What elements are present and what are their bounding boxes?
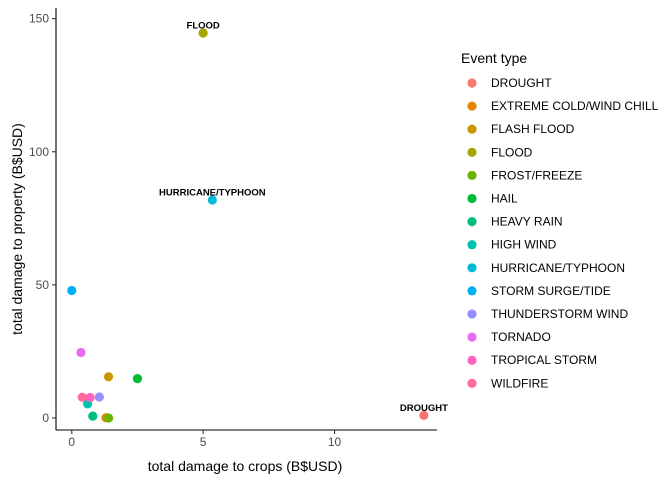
- legend-label: FROST/FREEZE: [491, 168, 582, 182]
- y-tick-label: 150: [29, 12, 49, 26]
- legend-key: [467, 193, 477, 204]
- y-axis-ticks: 0 50 100 150: [29, 12, 56, 425]
- data-points: [67, 28, 429, 423]
- axes: [55, 8, 437, 431]
- point-annotation: FLOOD: [187, 21, 220, 32]
- y-tick-label: 100: [29, 145, 49, 159]
- legend-key: [467, 286, 477, 296]
- legend-item: FLASH FLOOD: [467, 122, 575, 136]
- data-point: [103, 413, 114, 423]
- data-point: [85, 392, 95, 403]
- legend-label: STORM SURGE/TIDE: [491, 284, 611, 298]
- legend-key: [467, 332, 477, 342]
- x-tick-label: 0: [68, 435, 75, 449]
- legend-item: WILDFIRE: [467, 376, 548, 390]
- legend-key: [467, 240, 477, 250]
- legend: Event type DROUGHT EXTREME COLD/WIND CHIL…: [461, 50, 659, 390]
- legend-item: HEAVY RAIN: [467, 215, 563, 229]
- legend-label: FLASH FLOOD: [491, 122, 575, 136]
- legend-key: [467, 217, 477, 227]
- legend-label: HIGH WIND: [491, 238, 557, 252]
- legend-label: HEAVY RAIN: [491, 215, 563, 229]
- legend-key: [467, 355, 477, 365]
- legend-item: HURRICANE/TYPHOON: [467, 261, 625, 275]
- y-tick-label: 0: [42, 411, 49, 425]
- x-axis-title: total damage to crops (B$USD): [148, 458, 343, 474]
- data-point: [103, 372, 114, 382]
- legend-label: HAIL: [491, 192, 518, 206]
- legend-item: TORNADO: [467, 330, 551, 344]
- legend-key: [467, 263, 477, 273]
- legend-item: EXTREME COLD/WIND CHILL: [467, 99, 659, 113]
- legend-label: THUNDERSTORM WIND: [491, 307, 628, 321]
- legend-key: [467, 78, 477, 88]
- legend-item: HAIL: [467, 192, 518, 206]
- legend-title: Event type: [461, 50, 527, 66]
- x-tick-label: 10: [328, 435, 342, 449]
- legend-item: THUNDERSTORM WIND: [467, 307, 628, 321]
- point-annotation: HURRICANE/TYPHOON: [159, 187, 266, 198]
- legend-item: DROUGHT: [467, 76, 552, 90]
- legend-key: [467, 170, 477, 180]
- legend-key: [467, 147, 477, 157]
- legend-label: FLOOD: [491, 145, 533, 159]
- legend-label: TROPICAL STORM: [491, 353, 597, 367]
- data-point: [88, 411, 98, 421]
- legend-item: TROPICAL STORM: [467, 353, 597, 367]
- legend-label: HURRICANE/TYPHOON: [491, 261, 625, 275]
- data-point: [198, 28, 208, 38]
- legend-key: [467, 378, 477, 388]
- legend-item: HIGH WIND: [467, 238, 557, 252]
- legend-label: DROUGHT: [491, 76, 552, 90]
- legend-key: [467, 124, 477, 134]
- y-tick-label: 50: [36, 278, 50, 292]
- data-point: [419, 410, 429, 420]
- data-point: [132, 374, 143, 384]
- legend-label: TORNADO: [491, 330, 551, 344]
- legend-item: FLOOD: [467, 145, 533, 159]
- data-point: [207, 195, 217, 205]
- legend-label: WILDFIRE: [491, 376, 548, 390]
- data-point: [94, 392, 104, 402]
- point-annotation: DROUGHT: [400, 403, 448, 414]
- point-annotations: FLOOD HURRICANE/TYPHOON DROUGHT: [159, 21, 448, 414]
- x-axis-ticks: 0 5 10: [68, 430, 342, 449]
- legend-item: STORM SURGE/TIDE: [467, 284, 611, 298]
- data-point: [77, 392, 87, 402]
- x-tick-label: 5: [200, 435, 207, 449]
- legend-items: DROUGHT EXTREME COLD/WIND CHILL FLASH FLOO…: [467, 76, 659, 390]
- legend-key: [467, 101, 477, 111]
- data-point: [67, 285, 77, 296]
- legend-label: EXTREME COLD/WIND CHILL: [491, 99, 659, 113]
- legend-item: FROST/FREEZE: [467, 168, 582, 182]
- legend-key: [467, 309, 477, 319]
- data-point: [76, 347, 86, 358]
- y-axis-title: total damage to property (B$USD): [9, 123, 25, 335]
